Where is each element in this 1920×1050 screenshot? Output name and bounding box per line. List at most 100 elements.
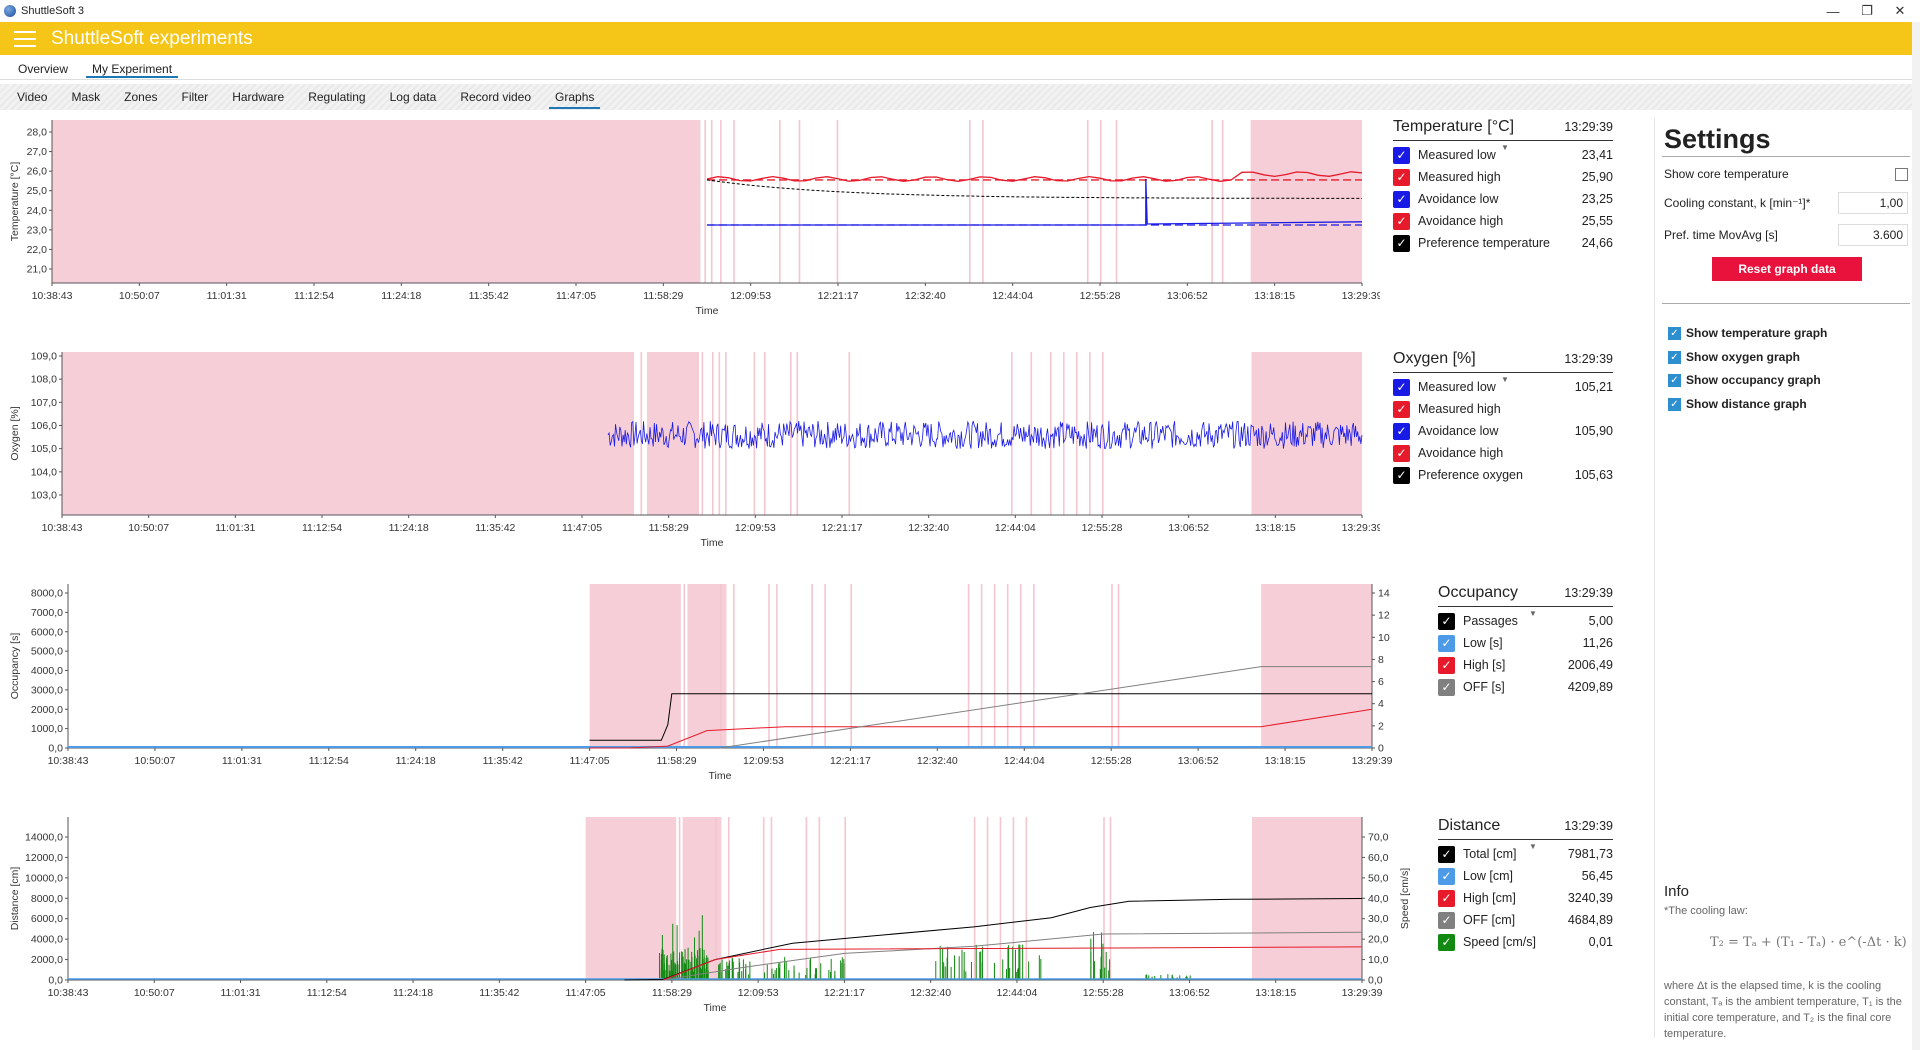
tab-my-experiment[interactable]: My Experiment	[80, 58, 184, 79]
cooling-constant-input[interactable]: 1,00	[1838, 192, 1908, 214]
legend-checkbox[interactable]: ✓	[1393, 444, 1410, 462]
legend-checkbox[interactable]: ✓	[1438, 867, 1455, 885]
temperature-graph[interactable]: 28,0 27,0 26,0 25,0 24,0 23,0 22,0 21,0 Temperat…	[0, 118, 1383, 333]
legend-checkbox[interactable]: ✓	[1393, 212, 1410, 230]
legend-checkbox[interactable]: ✓	[1393, 466, 1410, 484]
x-tick-label: 11:12:54	[307, 987, 347, 999]
legend-checkbox[interactable]: ✓	[1438, 656, 1455, 674]
checkbox-checked-icon[interactable]: ✓	[1668, 397, 1681, 411]
checkbox-checked-icon[interactable]: ✓	[1668, 373, 1681, 387]
zone-stripe	[1011, 352, 1013, 515]
zone-band	[1261, 584, 1372, 748]
distance-graph[interactable]: 14000,0 12000,0 10000,0 8000,0 6000,0 4000,0 2…	[0, 815, 1416, 1030]
y-tick-label: 28,0	[27, 127, 48, 139]
x-tick-label: 12:44:04	[995, 522, 1036, 534]
x-tick-label: 12:09:53	[738, 987, 779, 999]
x-tick-label: 11:58:29	[656, 755, 696, 767]
x-tick-label: 13:29:39	[1352, 755, 1393, 767]
movavg-input[interactable]: 3.600	[1838, 224, 1908, 246]
legend-value: 105,63	[1574, 468, 1613, 482]
show-core-checkbox[interactable]	[1895, 167, 1908, 181]
tab-mask[interactable]: Mask	[71, 90, 101, 104]
legend-label: Passages	[1463, 614, 1518, 628]
legend-checkbox[interactable]: ✓	[1393, 190, 1410, 208]
zone-stripe	[1006, 584, 1009, 748]
movavg-label: Pref. time MovAvg [s]	[1664, 228, 1778, 242]
y-tick-label: 3000,0	[31, 684, 63, 696]
oxygen-graph[interactable]: 109,0 108,0 107,0 106,0 105,0 104,0 103,0 Oxyge…	[0, 350, 1383, 565]
legend-checkbox[interactable]: ✓	[1438, 933, 1455, 951]
chevron-down-icon[interactable]: ▼	[1501, 143, 1509, 152]
legend-checkbox[interactable]: ✓	[1438, 678, 1455, 696]
legend-checkbox[interactable]: ✓	[1393, 146, 1410, 164]
tab-hardware[interactable]: Hardware	[232, 90, 285, 104]
zone-stripe	[704, 120, 706, 283]
cooling-constant-row: Cooling constant, k [min⁻¹]* 1,00	[1664, 191, 1908, 215]
tab-overview[interactable]: Overview	[18, 61, 69, 76]
occupancy-graph[interactable]: 8000,0 7000,0 6000,0 5000,0 4000,0 3000,0 2000…	[0, 582, 1426, 792]
distance-legend-panel: Distance 13:29:39 ▼ ✓ Total [cm] 7981,73 ✓ Low …	[1438, 817, 1613, 957]
checkbox-checked-icon[interactable]: ✓	[1668, 350, 1681, 364]
y-tick-label: 109,0	[31, 351, 57, 363]
legend-checkbox[interactable]: ✓	[1393, 234, 1410, 252]
zone-stripe	[779, 120, 781, 283]
chevron-down-icon[interactable]: ▼	[1529, 609, 1537, 618]
window-scrollbar[interactable]	[1912, 22, 1920, 1050]
legend-checkbox[interactable]: ✓	[1438, 889, 1455, 907]
legend-checkbox[interactable]: ✓	[1438, 612, 1455, 630]
x-tick-label: 11:24:18	[396, 755, 436, 767]
show-distance-graph-toggle[interactable]: ✓ Show distance graph	[1668, 394, 1807, 414]
show-oxygen-graph-toggle[interactable]: ✓ Show oxygen graph	[1668, 347, 1800, 367]
y2-tick-label: 50,0	[1368, 872, 1389, 884]
x-tick-label: 12:44:04	[1004, 755, 1045, 767]
zone-stripe	[762, 817, 765, 980]
y-tick-label: 103,0	[31, 490, 57, 502]
series-layer	[706, 171, 1363, 226]
chevron-down-icon[interactable]: ▼	[1501, 375, 1509, 384]
close-button[interactable]: ✕	[1894, 3, 1906, 18]
legend-value: 3240,39	[1567, 891, 1613, 905]
tab-regulating[interactable]: Regulating	[308, 90, 366, 104]
y-axis-label: Occupancy [s]	[9, 633, 21, 700]
settings-divider	[1654, 118, 1655, 1038]
preference-line	[706, 179, 1362, 199]
legend-label: Speed [cm/s]	[1463, 935, 1536, 949]
tab-filter[interactable]: Filter	[181, 90, 209, 104]
checkbox-checked-icon[interactable]: ✓	[1668, 326, 1681, 340]
tab-log-data[interactable]: Log data	[389, 90, 437, 104]
x-tick-label: 11:47:05	[562, 522, 602, 534]
x-tick-label: 13:18:15	[1255, 987, 1296, 999]
x-tick-label: 11:24:18	[381, 290, 421, 302]
tab-record-video[interactable]: Record video	[460, 90, 532, 104]
series-layer	[68, 898, 1363, 981]
speed-series	[659, 915, 1191, 980]
legend-checkbox[interactable]: ✓	[1438, 845, 1455, 863]
zone-stripe	[768, 584, 770, 748]
zone-stripe	[727, 817, 730, 980]
x-tick-label: 11:01:31	[222, 755, 262, 767]
chevron-down-icon[interactable]: ▼	[1529, 842, 1537, 851]
legend-checkbox[interactable]: ✓	[1393, 422, 1410, 440]
show-occupancy-graph-toggle[interactable]: ✓ Show occupancy graph	[1668, 370, 1821, 390]
show-core-row: Show core temperature	[1664, 162, 1908, 186]
tab-zones[interactable]: Zones	[124, 90, 158, 104]
minimize-button[interactable]: —	[1826, 3, 1840, 19]
x-tick-label: 10:38:43	[32, 290, 73, 302]
legend-checkbox[interactable]: ✓	[1393, 400, 1410, 418]
legend-row: ✓ High [cm] 3240,39	[1438, 887, 1613, 909]
zone-stripe	[824, 584, 826, 748]
main-tab-bar: Overview My Experiment	[0, 58, 1912, 80]
restore-button[interactable]: ❐	[1861, 3, 1873, 18]
legend-checkbox[interactable]: ✓	[1393, 378, 1410, 396]
hamburger-menu-icon[interactable]	[14, 30, 36, 47]
graph-canvas: 8000,0 7000,0 6000,0 5000,0 4000,0 3000,0 2000…	[9, 584, 1426, 782]
legend-checkbox[interactable]: ✓	[1393, 168, 1410, 186]
legend-value: 56,45	[1581, 869, 1613, 883]
show-temperature-graph-toggle[interactable]: ✓ Show temperature graph	[1668, 323, 1827, 343]
legend-checkbox[interactable]: ✓	[1438, 634, 1455, 652]
legend-checkbox[interactable]: ✓	[1438, 911, 1455, 929]
reset-graph-data-button[interactable]: Reset graph data	[1712, 257, 1862, 281]
zone-stripe	[776, 584, 778, 748]
tab-video[interactable]: Video	[17, 90, 48, 104]
tab-graphs[interactable]: Graphs	[543, 84, 606, 110]
